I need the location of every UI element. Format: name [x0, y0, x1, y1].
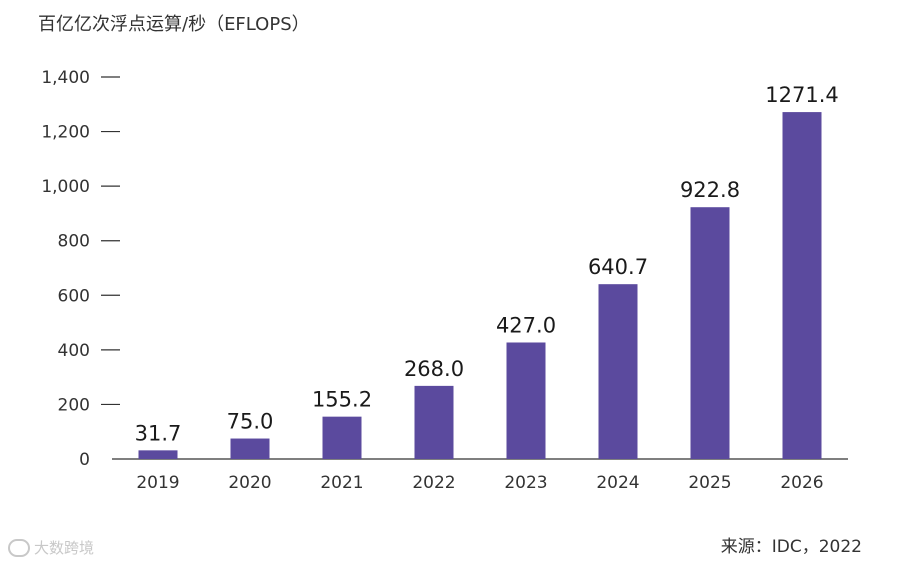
y-tick-label: 200 [58, 395, 90, 415]
bar [414, 385, 454, 459]
x-tick-label: 2024 [596, 473, 639, 493]
data-label: 75.0 [227, 410, 274, 434]
watermark-logo-icon [8, 538, 30, 557]
y-tick-label: 1,200 [41, 123, 90, 143]
data-label: 427.0 [496, 313, 556, 337]
bar [138, 450, 178, 459]
source-note: 来源：IDC，2022 [720, 537, 862, 557]
bar [230, 438, 270, 459]
data-label: 31.7 [135, 421, 182, 445]
x-tick-label: 2019 [136, 473, 179, 493]
y-axis-unit-label: 百亿亿次浮点运算/秒（EFLOPS） [38, 14, 310, 35]
x-tick-label: 2021 [320, 473, 363, 493]
y-tick-label: 600 [58, 286, 90, 306]
watermark: 大数跨境 [8, 537, 94, 558]
data-label: 640.7 [588, 255, 648, 279]
bar [322, 416, 362, 459]
y-tick-label: 1,000 [41, 177, 90, 197]
y-tick-label: 400 [58, 341, 90, 361]
bar [782, 112, 822, 460]
y-tick-label: 1,400 [41, 68, 90, 88]
data-label: 155.2 [312, 388, 372, 412]
x-tick-label: 2025 [688, 473, 731, 493]
y-tick-label: 0 [79, 450, 90, 470]
data-label: 268.0 [404, 357, 464, 381]
x-tick-label: 2022 [412, 473, 455, 493]
data-label: 922.8 [680, 178, 740, 202]
x-tick-label: 2023 [504, 473, 547, 493]
x-tick-label: 2026 [780, 473, 823, 493]
watermark-text: 大数跨境 [34, 539, 95, 557]
bar [506, 342, 546, 459]
bar [690, 207, 730, 459]
bar [598, 284, 638, 459]
y-tick-label: 800 [58, 232, 90, 252]
x-tick-label: 2020 [228, 473, 271, 493]
data-label: 1271.4 [765, 83, 838, 107]
